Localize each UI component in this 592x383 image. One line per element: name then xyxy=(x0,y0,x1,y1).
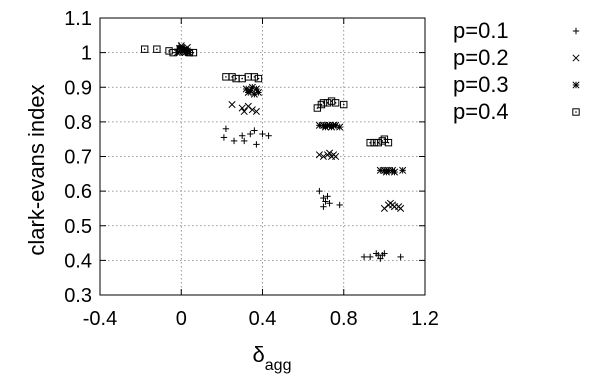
data-point-boxdot xyxy=(340,100,348,109)
data-point-star xyxy=(254,88,262,96)
data-point-plus xyxy=(397,253,404,261)
data-point-plus xyxy=(316,187,323,195)
y-tick-label: 1 xyxy=(81,43,92,65)
data-point-plus xyxy=(222,125,230,132)
y-tick-label: 0.5 xyxy=(64,216,92,238)
data-point-boxdot xyxy=(222,73,230,81)
data-point-boxdot xyxy=(244,73,252,81)
legend-marker-boxdot xyxy=(572,108,580,116)
data-point-plus xyxy=(238,132,246,139)
data-point-boxdot xyxy=(331,99,340,107)
data-point-boxdot xyxy=(140,45,149,53)
legend-label: p=0.1 xyxy=(453,18,509,43)
data-point-boxdot xyxy=(169,48,177,57)
y-tick-label: 1.1 xyxy=(64,8,92,30)
x-tick-label: 1.2 xyxy=(411,308,439,330)
y-axis-label: clark-evans index xyxy=(24,84,49,255)
x-tick-label: 0.4 xyxy=(249,308,277,330)
x-axis-label-main: δ xyxy=(253,342,265,367)
series-p=0.3 xyxy=(173,45,407,176)
legend-marker-star xyxy=(572,81,580,89)
data-point-plus xyxy=(220,134,228,141)
y-tick-label: 0.7 xyxy=(64,147,92,169)
data-point-boxdot xyxy=(370,138,378,147)
data-point-boxdot xyxy=(254,74,263,83)
legend-label: p=0.3 xyxy=(453,72,509,97)
data-point-cross xyxy=(325,149,334,157)
data-point-plus xyxy=(377,255,384,262)
data-point-plus xyxy=(326,200,333,207)
x-tick-label: -0.4 xyxy=(83,308,117,330)
data-point-plus xyxy=(247,130,254,138)
data-point-cross xyxy=(332,152,340,161)
data-point-boxdot xyxy=(153,45,161,53)
data-point-boxdot xyxy=(384,138,393,147)
tick-layer: -0.4 0 0.4 0.8 1.2 0.3 0.4 0.5 0.6 0.7 0.8 0.9 1 1.1 xyxy=(64,8,439,330)
data-point-plus xyxy=(320,203,327,210)
legend-marker-cross xyxy=(572,54,580,62)
data-point-plus xyxy=(381,250,388,257)
data-point-boxdot xyxy=(238,74,246,83)
data-point-boxdot xyxy=(366,138,374,147)
y-tick-label: 0.9 xyxy=(64,77,92,99)
data-point-plus xyxy=(230,137,238,145)
data-point-plus xyxy=(265,132,272,139)
x-axis-label-subscript: agg xyxy=(265,357,292,374)
data-point-boxdot xyxy=(189,48,198,57)
data-point-plus xyxy=(241,137,248,145)
data-point-boxdot xyxy=(323,99,332,107)
y-tick-label: 0.6 xyxy=(64,181,92,203)
data-point-boxdot xyxy=(232,74,240,83)
data-point-star xyxy=(399,166,407,174)
data-point-plus xyxy=(360,253,368,261)
legend-marker-plus xyxy=(572,27,580,35)
data-point-boxdot xyxy=(327,97,336,105)
series-p=0.1 xyxy=(173,42,404,262)
data-point-plus xyxy=(259,130,266,138)
data-point-plus xyxy=(324,193,331,200)
data-point-plus xyxy=(320,194,327,202)
x-tick-label: 0 xyxy=(176,308,187,330)
data-point-star xyxy=(336,123,344,131)
series-p=0.2 xyxy=(175,42,405,212)
data-point-plus xyxy=(366,253,374,261)
series-p=0.4 xyxy=(140,45,393,147)
x-axis-label: δagg xyxy=(253,342,292,374)
legend: p=0.1p=0.2p=0.3p=0.4 xyxy=(453,18,580,124)
data-point-star xyxy=(390,168,399,176)
data-point-cross xyxy=(238,104,246,112)
data-point-cross xyxy=(319,152,327,161)
data-point-cross xyxy=(228,101,236,109)
legend-label: p=0.4 xyxy=(453,99,509,124)
data-point-cross xyxy=(248,106,256,114)
data-point-plus xyxy=(336,201,343,209)
data-point-plus xyxy=(322,198,329,205)
data-point-boxdot xyxy=(374,138,382,147)
marker-layer xyxy=(140,42,407,262)
data-point-boxdot xyxy=(228,73,236,81)
data-point-plus xyxy=(253,141,260,148)
y-tick-label: 0.3 xyxy=(64,285,92,307)
data-point-cross xyxy=(397,204,405,212)
legend-label: p=0.2 xyxy=(453,45,509,70)
y-tick-label: 0.4 xyxy=(64,250,92,272)
x-tick-label: 0.8 xyxy=(330,308,358,330)
data-point-boxdot xyxy=(250,73,259,81)
data-point-cross xyxy=(252,107,260,116)
data-point-cross xyxy=(240,107,248,116)
data-point-boxdot xyxy=(165,47,173,55)
y-tick-label: 0.8 xyxy=(64,112,92,134)
data-point-cross xyxy=(315,151,323,159)
data-point-plus xyxy=(251,127,258,134)
